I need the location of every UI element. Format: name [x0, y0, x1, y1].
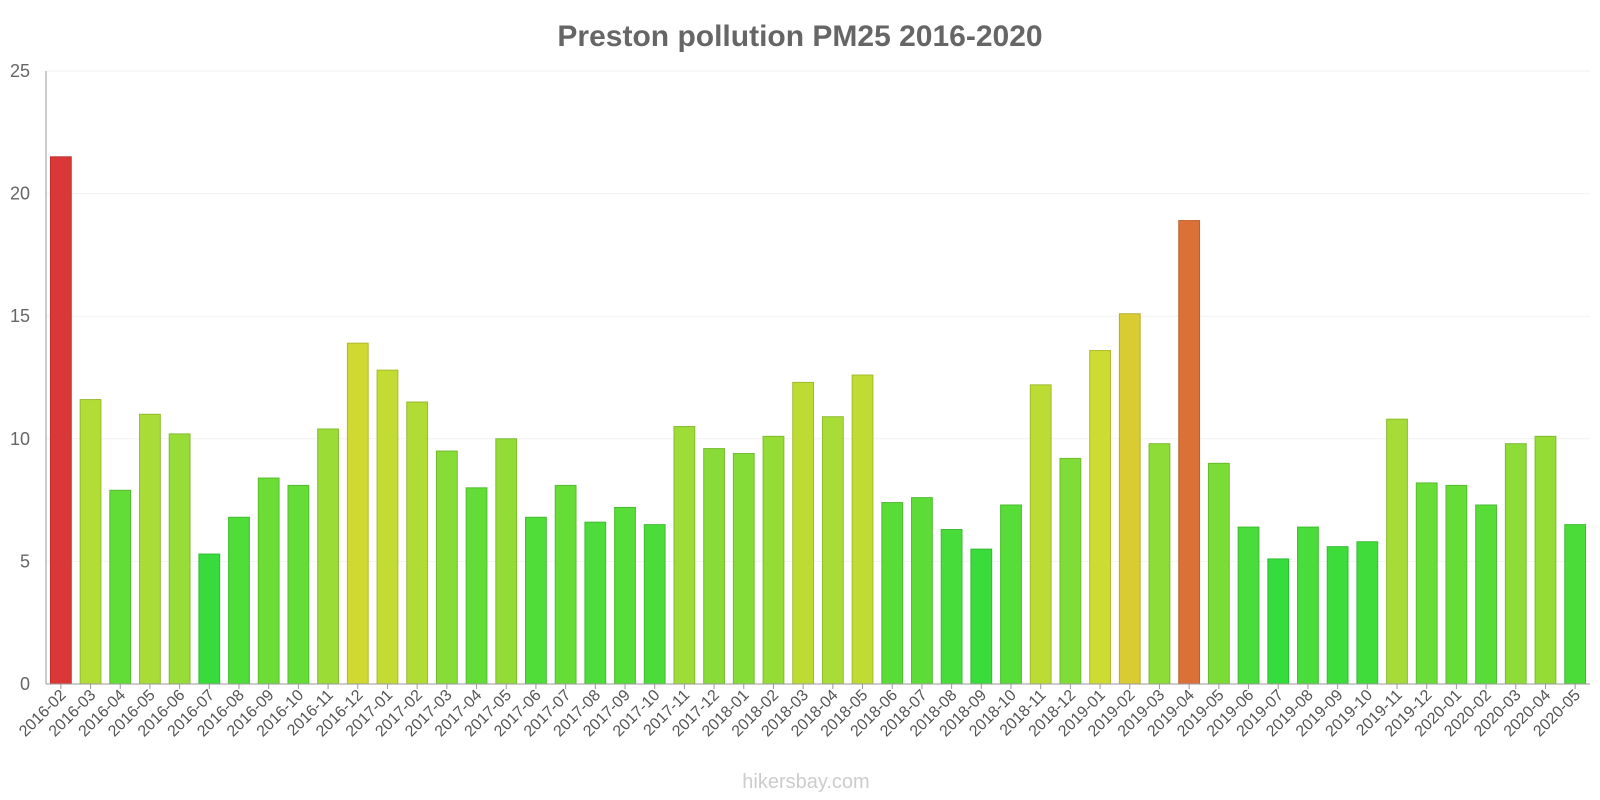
- bar-2017-11: [673, 426, 696, 685]
- bar-2018-05: [851, 374, 874, 685]
- y-axis: 0 5 10 15 20 25: [10, 61, 47, 694]
- bar-2019-03: [1148, 443, 1171, 685]
- bar-2017-05: [495, 438, 518, 685]
- bar-2016-07: [198, 553, 221, 685]
- credit-label: hikersbay.com: [742, 771, 869, 793]
- bar-2018-10: [1000, 504, 1022, 685]
- bar-2018-03: [792, 381, 815, 685]
- bar-2017-09: [614, 506, 636, 685]
- y-tick-label: 20: [10, 184, 30, 204]
- bar-2017-07: [554, 484, 577, 685]
- bar-2019-12: [1415, 482, 1438, 685]
- bar-2018-01: [732, 453, 755, 685]
- bars: [49, 156, 1587, 685]
- bar-2020-03: [1504, 443, 1527, 685]
- bar-2017-10: [643, 524, 666, 685]
- bar-2019-06: [1237, 526, 1260, 685]
- bar-2017-04: [465, 487, 488, 685]
- bar-2016-02: [49, 156, 72, 685]
- bar-2018-09: [970, 548, 993, 685]
- bar-2019-05: [1207, 462, 1230, 685]
- y-tick-label: 0: [20, 674, 30, 694]
- bar-2017-01: [376, 369, 399, 685]
- bar-2018-07: [911, 497, 933, 685]
- bar-2018-12: [1059, 457, 1082, 685]
- bar-2017-03: [435, 450, 458, 685]
- x-axis: 2016-022016-032016-042016-052016-062016-…: [16, 683, 1590, 740]
- bar-2018-11: [1029, 384, 1052, 685]
- y-tick-label: 5: [20, 551, 30, 571]
- bar-2016-03: [79, 399, 102, 685]
- bar-2019-11: [1386, 418, 1408, 685]
- bar-2018-06: [881, 502, 904, 685]
- bar-2016-09: [257, 477, 280, 685]
- bar-2019-08: [1297, 526, 1319, 685]
- bar-2020-01: [1445, 484, 1468, 685]
- bar-2016-05: [139, 413, 161, 685]
- bar-2016-11: [317, 428, 339, 685]
- bar-2019-10: [1356, 541, 1379, 685]
- bar-2020-04: [1534, 435, 1557, 685]
- bar-2017-02: [406, 401, 429, 685]
- bar-2016-04: [109, 489, 132, 685]
- bar-2018-08: [940, 529, 963, 685]
- bar-2019-07: [1267, 558, 1290, 685]
- bar-2016-06: [168, 433, 191, 685]
- bar-2019-01: [1089, 350, 1111, 685]
- y-tick-label: 10: [10, 429, 30, 449]
- bar-2016-10: [287, 484, 310, 685]
- bar-2017-06: [525, 516, 547, 685]
- bar-2016-12: [346, 342, 369, 685]
- bar-2019-09: [1326, 546, 1349, 685]
- bar-2019-04: [1178, 220, 1201, 685]
- bar-2018-04: [821, 416, 844, 685]
- y-tick-label: 15: [10, 306, 30, 326]
- bar-2017-08: [584, 521, 607, 685]
- bar-2018-02: [762, 435, 785, 685]
- bar-2020-02: [1475, 504, 1497, 685]
- bar-2020-05: [1564, 524, 1587, 685]
- bar-2019-02: [1118, 313, 1141, 685]
- bar-2017-12: [703, 448, 725, 685]
- chart-title: Preston pollution PM25 2016-2020: [557, 20, 1042, 53]
- bar-2016-08: [228, 516, 250, 685]
- y-tick-label: 25: [10, 61, 30, 81]
